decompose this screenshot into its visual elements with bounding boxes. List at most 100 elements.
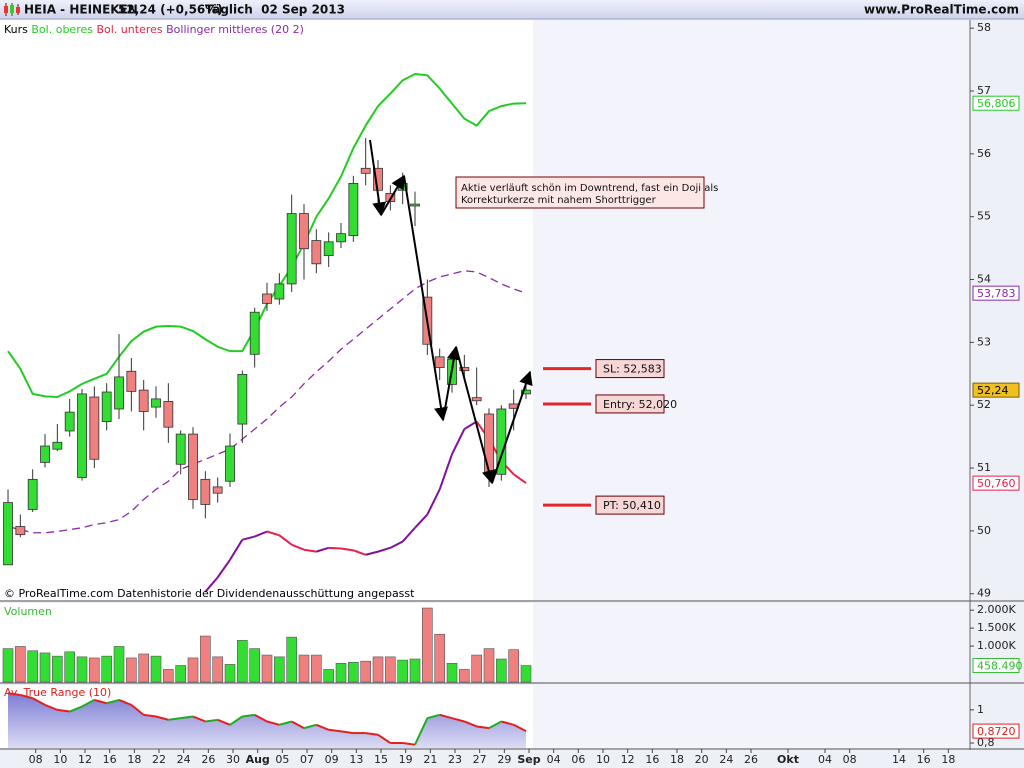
x-tick-label: 30 <box>226 753 240 766</box>
volume-bar <box>335 663 347 683</box>
atr-segment <box>44 703 58 711</box>
atr-segment <box>266 720 280 726</box>
value-tag <box>972 658 1020 674</box>
header-bar <box>0 0 1024 19</box>
x-tick-label: 15 <box>374 753 388 766</box>
value-tag-label: 56,806 <box>977 97 1016 110</box>
value-tag-label: 458.490 <box>977 660 1023 673</box>
candle-body <box>237 374 248 425</box>
value-tag <box>972 382 1020 398</box>
arrow <box>455 346 496 485</box>
atr-segment <box>414 717 429 746</box>
volume-bar <box>163 669 174 683</box>
volume-bar <box>397 659 408 683</box>
atr-segment <box>279 720 292 726</box>
volume-bar <box>2 648 14 683</box>
annotation-text: Korrekturkerze mit nahem Shorttrigger <box>461 195 657 206</box>
x-tick-label: 24 <box>719 753 733 766</box>
volume-bar <box>89 657 100 683</box>
x-tick-label: 04 <box>818 753 832 766</box>
atr-segment <box>242 713 255 718</box>
atr-segment <box>32 697 46 706</box>
value-tag-label: 0,8720 <box>977 725 1016 738</box>
annotation-text: Aktie verläuft schön im Downtrend, fast … <box>461 183 718 194</box>
panel-title: Av. True Range (10) <box>4 686 111 699</box>
candle-body <box>77 393 87 478</box>
atr-segment <box>7 692 21 696</box>
x-tick-label: 24 <box>177 753 191 766</box>
x-tick-label: 13 <box>349 753 363 766</box>
y-tick-label: 53 <box>977 335 991 348</box>
band-segment <box>229 539 244 561</box>
atr-segment <box>69 705 83 713</box>
x-tick-label: 20 <box>695 753 709 766</box>
arrow <box>369 139 387 217</box>
value-tag-label: 50,760 <box>977 477 1016 490</box>
x-tick-label: 08 <box>843 753 857 766</box>
header-icon <box>4 3 20 16</box>
candle-body <box>410 203 420 207</box>
volume-bar <box>15 646 26 683</box>
atr-segment <box>513 723 527 732</box>
band-segment <box>291 543 305 551</box>
candle-body <box>126 370 137 392</box>
band-segment <box>365 550 379 556</box>
band-segment <box>389 540 404 549</box>
x-tick-label: 16 <box>917 753 931 766</box>
volume-bar <box>360 660 371 683</box>
candle-body <box>299 213 309 250</box>
atr-segment <box>439 713 453 720</box>
volume-bar <box>113 646 125 683</box>
atr-segment <box>229 715 243 726</box>
band-segment <box>377 546 391 553</box>
volume-bar <box>261 654 273 683</box>
band-segment <box>254 530 268 538</box>
y-tick-label: 1 <box>977 703 984 716</box>
band-segment <box>353 549 367 556</box>
atr-segment <box>106 698 120 705</box>
volume-bar <box>372 656 384 683</box>
x-tick-label: 26 <box>744 753 758 766</box>
atr-area <box>8 693 527 748</box>
atr-segment <box>476 725 490 730</box>
level-label: SL: 52,583 <box>603 363 662 376</box>
y-tick-label: 1.000K <box>977 639 1016 652</box>
level-box <box>595 495 665 515</box>
arrow <box>491 370 533 484</box>
volume-bar <box>237 640 248 683</box>
value-tag <box>972 475 1020 491</box>
y-tick-label: 51 <box>977 461 991 474</box>
atr-segment <box>155 715 169 721</box>
y-tick-label: 2.000K <box>977 603 1016 616</box>
atr-segment <box>377 733 391 744</box>
annotation-box <box>455 176 705 209</box>
volume-bar <box>409 658 421 683</box>
band-segment <box>463 420 478 430</box>
band-segment <box>266 530 280 537</box>
x-tick-label: Sep <box>517 753 540 766</box>
candle-body <box>336 233 346 243</box>
legend-entry: Bollinger mittleres (20 2) <box>166 23 304 36</box>
atr-segment <box>130 704 145 716</box>
y-tick-label: 54 <box>977 273 991 286</box>
volume-bar <box>150 655 162 683</box>
volume-bar <box>101 655 112 683</box>
candle-body <box>323 241 334 257</box>
x-tick-label: 04 <box>547 753 561 766</box>
volume-bar <box>200 635 211 683</box>
y-tick-label: 52 <box>977 398 991 411</box>
band-segment <box>340 547 354 552</box>
level-label: Entry: 52,020 <box>603 398 677 411</box>
y-tick-label: 55 <box>977 210 991 223</box>
x-tick-label: 09 <box>325 753 339 766</box>
band-line <box>7 270 527 534</box>
candle-body <box>225 445 235 482</box>
plot-area: 49 50 51 52 53 54 55 56 57 58 1.000K 1.500K 2.000K 0,… <box>0 20 1024 766</box>
y-tick-label: 1.500K <box>977 621 1016 634</box>
x-tick-label: 22 <box>152 753 166 766</box>
band-segment <box>278 534 293 546</box>
x-tick-label: 29 <box>497 753 511 766</box>
arrow <box>380 174 405 216</box>
value-tag-label: 52,24 <box>977 384 1009 397</box>
